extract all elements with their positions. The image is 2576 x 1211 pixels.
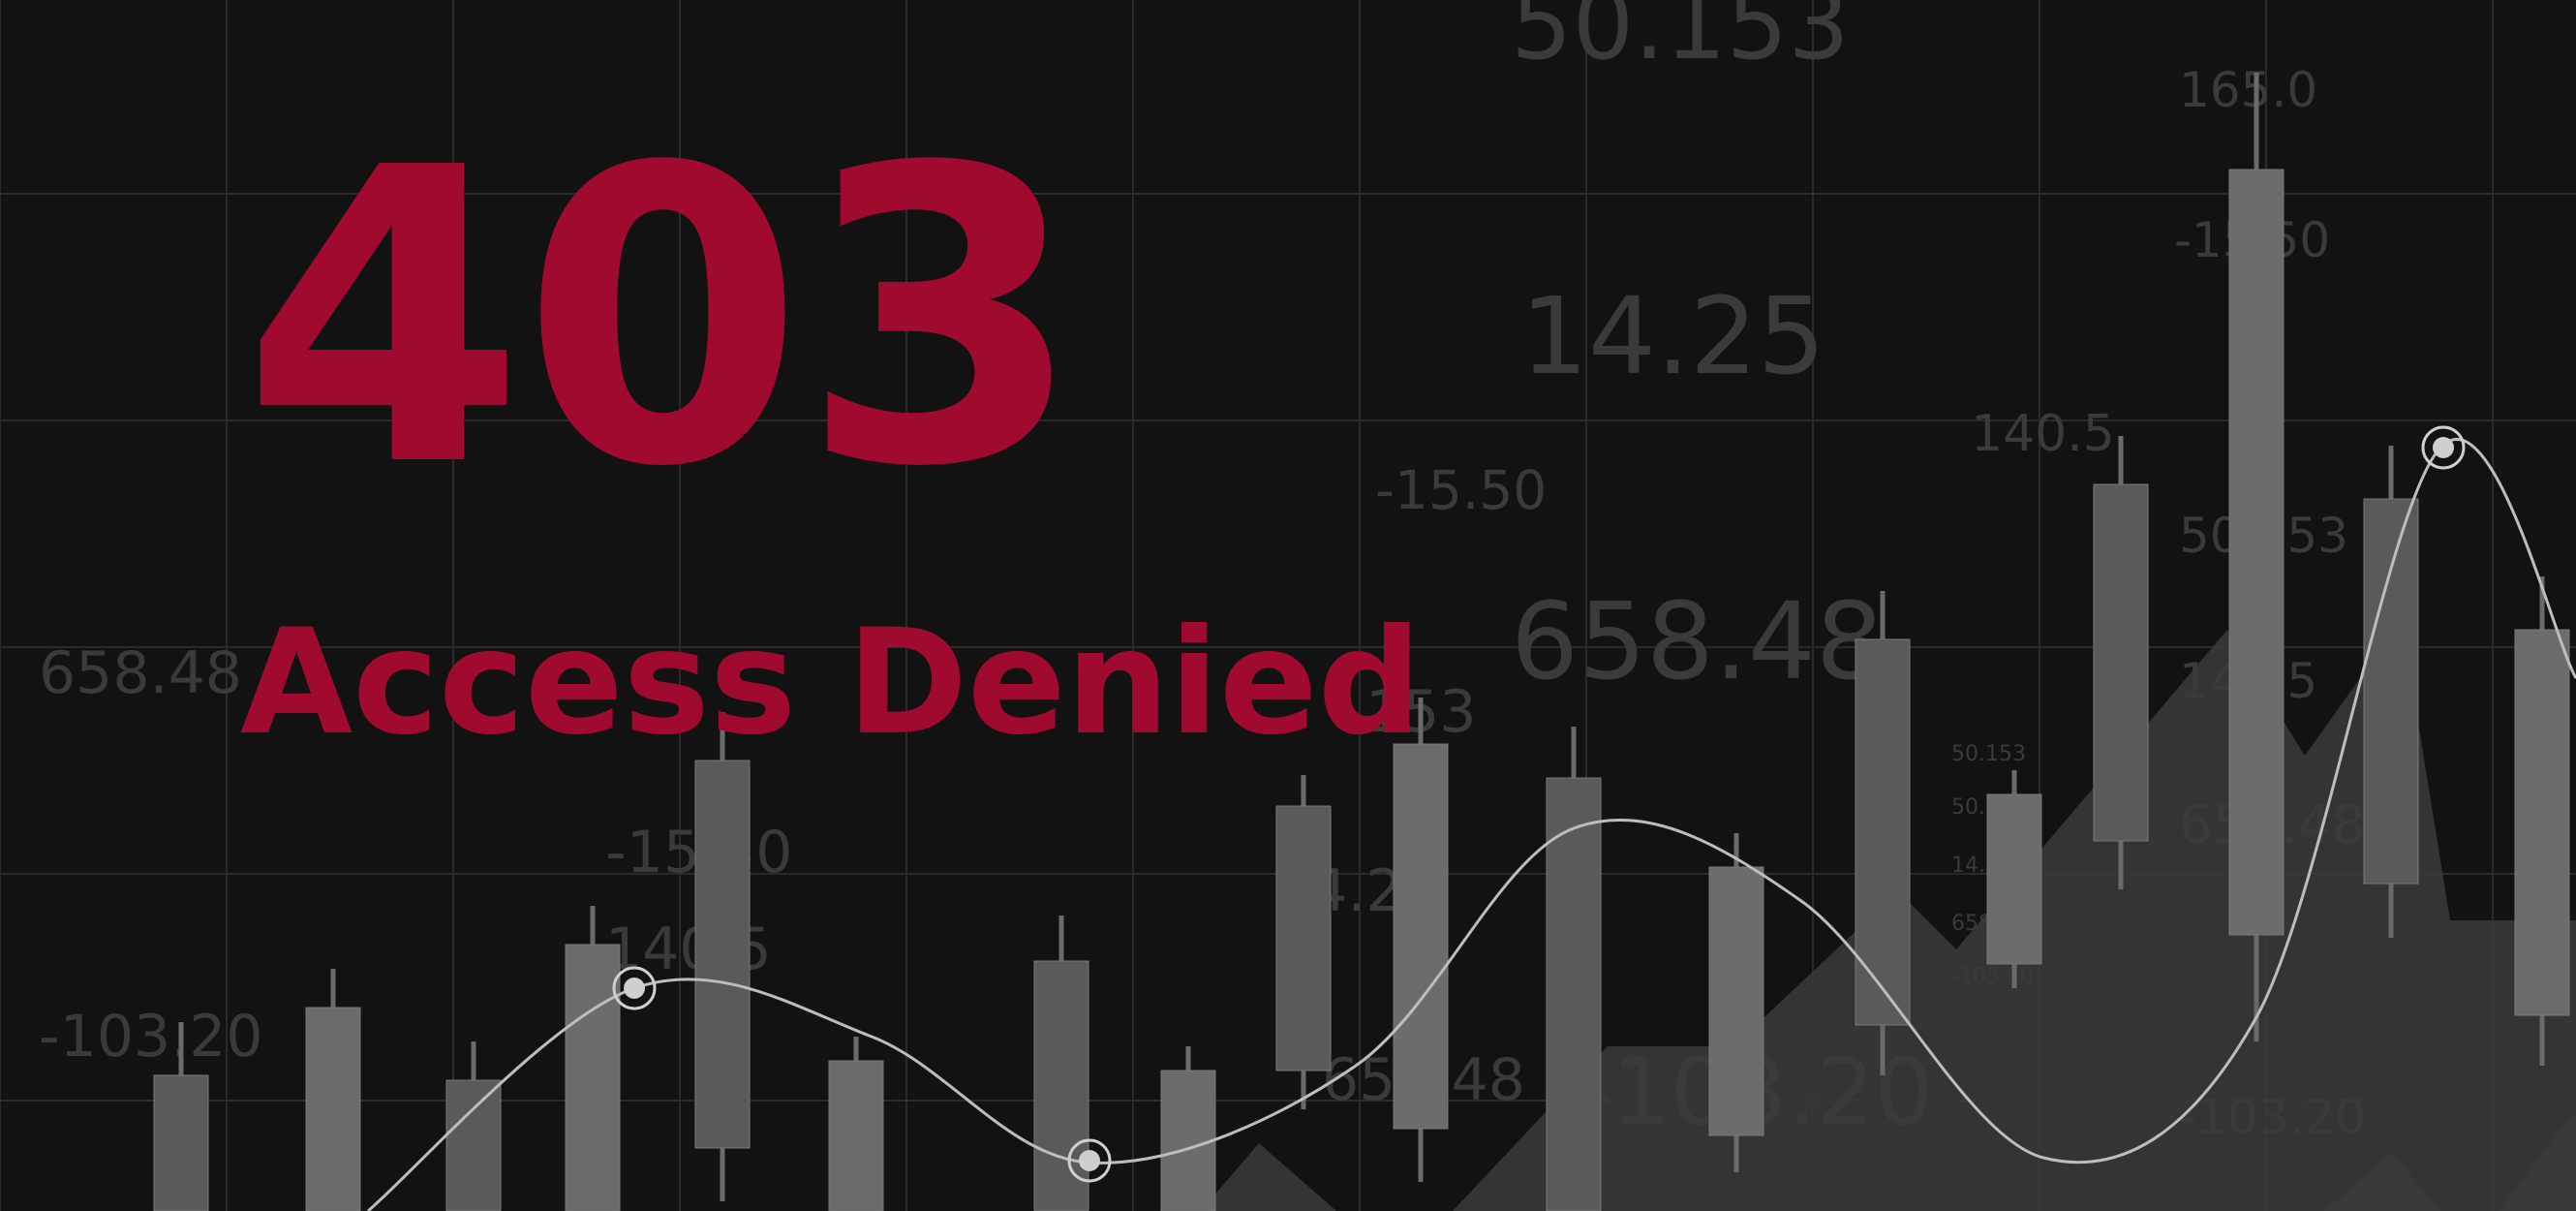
error-title: Access Denied (240, 599, 1422, 767)
candlestick-layer (153, 73, 2570, 1211)
ghost-number: 50.153 (1951, 742, 2026, 766)
candle-body (305, 1007, 361, 1211)
candle-body (2093, 483, 2149, 842)
ghost-number: 50.153 (1511, 0, 1850, 81)
candle-body (1393, 743, 1449, 1130)
candle-body (565, 944, 621, 1211)
candle-body (2228, 169, 2285, 936)
ghost-number: 165.0 (2179, 62, 2317, 118)
wave-markers (612, 425, 2466, 1183)
candle-body (1160, 1070, 1216, 1211)
candle-body (153, 1074, 209, 1211)
ghost-number: -103.20 (39, 1003, 263, 1071)
wave-marker-ring (2421, 425, 2466, 470)
ghost-number: 658.48 (1511, 579, 1884, 703)
wave-marker-dot (624, 978, 645, 999)
candle-body (694, 760, 751, 1149)
candle-body (445, 1079, 502, 1211)
wave-marker-dot (1079, 1150, 1100, 1171)
ghost-number: 14.25 (1520, 274, 1825, 398)
wave-marker-ring (612, 966, 657, 1010)
error-code: 403 (242, 82, 1084, 556)
wave-marker-dot (2433, 437, 2454, 458)
candle-body (2363, 498, 2419, 885)
candle-body (1855, 638, 1911, 1026)
candle-body (1546, 777, 1602, 1211)
candle-body (828, 1060, 884, 1211)
area-shape-corner (2324, 1114, 2576, 1211)
candle-body (1708, 866, 1764, 1136)
background-wave-line (367, 437, 2576, 1211)
candle-body (1986, 793, 2042, 965)
area-shape-small (1201, 1143, 1336, 1211)
candle-body (1275, 805, 1332, 1071)
wave-marker-ring (1067, 1138, 1112, 1183)
candle-body (1033, 960, 1089, 1211)
ghost-number: -15.50 (1375, 459, 1547, 521)
candle-body (2514, 629, 2570, 1016)
ghost-number: 140.5 (1971, 405, 2115, 463)
ghost-number: 658.48 (39, 639, 242, 707)
